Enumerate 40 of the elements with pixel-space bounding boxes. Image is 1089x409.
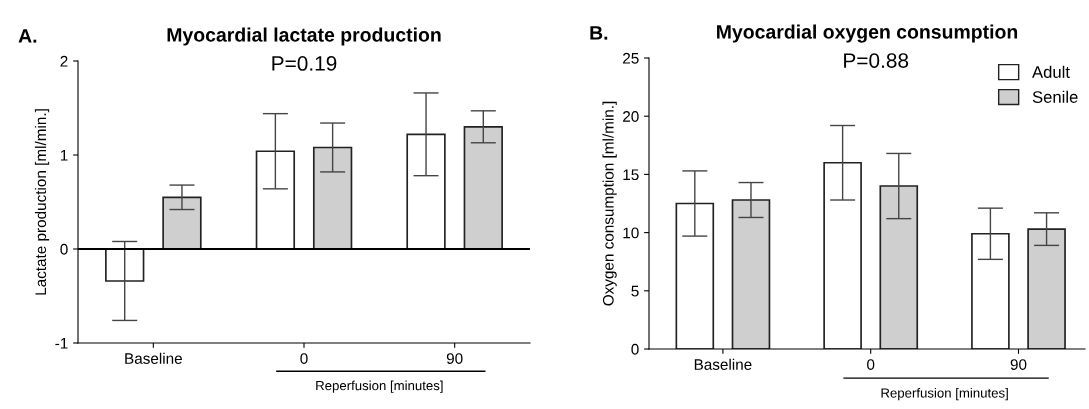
chart-title: Myocardial oxygen consumption	[717, 24, 1018, 43]
y-tick-label: 10	[623, 227, 639, 239]
y-tick-label: -1	[55, 338, 68, 349]
bar	[1027, 228, 1066, 349]
y-tick-label: 1	[60, 150, 68, 161]
y-tick-label: 15	[623, 169, 639, 181]
bar	[879, 185, 919, 349]
bar	[731, 199, 771, 349]
text: A.	[18, 29, 37, 43]
text: Reperfusion [minutes]	[881, 387, 1008, 401]
x-tick-label: Baseline	[694, 358, 752, 370]
legend-label: Adult	[1032, 65, 1070, 78]
y-tick-label: 2	[60, 55, 68, 67]
legend-label: Senile	[1032, 90, 1078, 103]
x-tick-label: Baseline	[125, 352, 182, 364]
x-tick-label: 90	[1010, 359, 1027, 370]
y-tick-label: 0	[60, 243, 68, 255]
text: Reperfusion [minutes]	[316, 380, 443, 393]
text: B.	[590, 26, 608, 40]
y-axis-title: Lactate production [ml/min.]	[34, 109, 50, 295]
y-tick-label: 20	[623, 111, 639, 122]
bar	[675, 202, 715, 349]
bar	[406, 133, 446, 250]
bar	[255, 150, 296, 250]
y-tick-label: 5	[631, 285, 639, 297]
bar	[312, 146, 353, 250]
y-axis-title: Oxygen consumption [ml/min.]	[602, 101, 617, 306]
x-tick-label: 90	[446, 353, 463, 364]
y-tick-label: 25	[623, 52, 639, 64]
annotation: P=0.19	[272, 56, 337, 71]
bar	[823, 161, 862, 349]
bar	[162, 196, 202, 250]
x-tick-label: 0	[300, 353, 308, 364]
annotation: P=0.88	[844, 53, 909, 68]
chart-title: Myocardial lactate production	[167, 27, 441, 46]
bar	[971, 232, 1010, 349]
x-tick-label: 0	[867, 359, 875, 370]
y-tick-label: 0	[631, 343, 639, 355]
bar	[105, 248, 145, 282]
bar	[463, 125, 503, 250]
